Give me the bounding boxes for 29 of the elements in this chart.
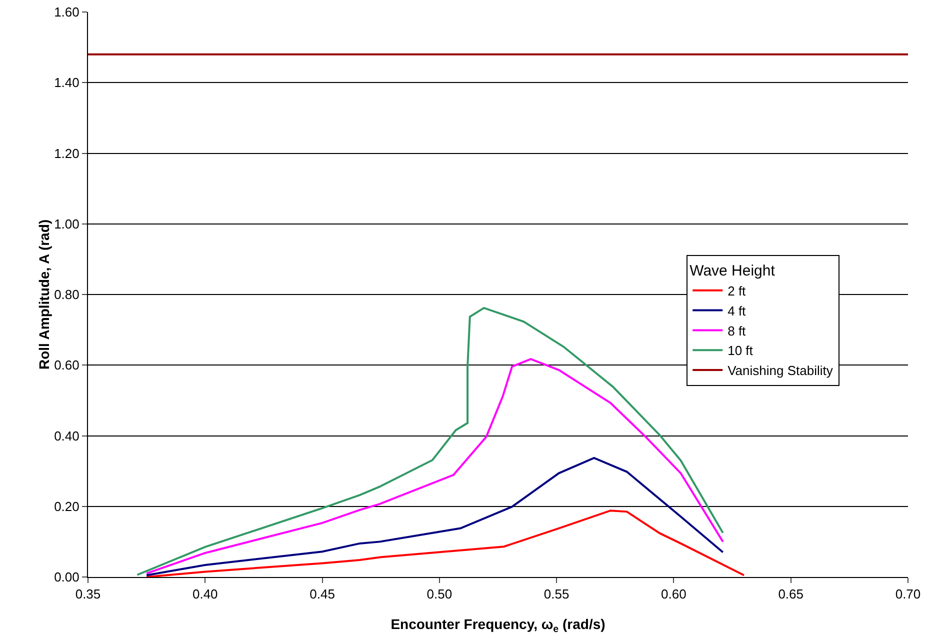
y-tick-label: 1.60 bbox=[54, 4, 80, 20]
y-axis-title: Roll Amplitude, A (rad) bbox=[36, 219, 52, 370]
x-tick-label: 0.70 bbox=[895, 586, 921, 602]
y-tick-label: 0.60 bbox=[54, 358, 80, 373]
y-tick-label: 1.00 bbox=[54, 216, 80, 232]
x-tick-label: 0.60 bbox=[661, 586, 686, 602]
line-series bbox=[146, 510, 745, 577]
y-tick-label: 0.20 bbox=[54, 498, 80, 514]
x-tick-label: 0.65 bbox=[778, 586, 804, 602]
x-tick-label: 0.50 bbox=[426, 586, 452, 602]
legend-label: Vanishing Stability bbox=[728, 363, 834, 378]
y-tick-label: 0.80 bbox=[54, 287, 80, 302]
legend-label: 2 ft bbox=[728, 283, 746, 298]
x-axis-title: Encounter Frequency, ω$_{e}$ (rad/s) bbox=[390, 616, 606, 635]
legend-label: 10 ft bbox=[728, 343, 754, 358]
x-tick-label: 0.40 bbox=[192, 586, 218, 602]
x-tick-label: 0.35 bbox=[75, 586, 101, 602]
y-tick-label: 1.20 bbox=[54, 146, 80, 161]
legend-label: 4 ft bbox=[728, 303, 746, 318]
line-series bbox=[136, 306, 724, 576]
legend-title: Wave Height bbox=[690, 262, 776, 280]
x-tick-label: 0.45 bbox=[310, 586, 335, 602]
x-tick-label: 0.55 bbox=[544, 586, 570, 602]
y-tick-label: 0.40 bbox=[54, 428, 80, 444]
line-series bbox=[146, 358, 724, 574]
legend-label: 8 ft bbox=[728, 323, 746, 338]
y-tick-label: 0.00 bbox=[54, 570, 80, 585]
line-series bbox=[146, 457, 724, 576]
y-tick-label: 1.40 bbox=[54, 75, 80, 90]
